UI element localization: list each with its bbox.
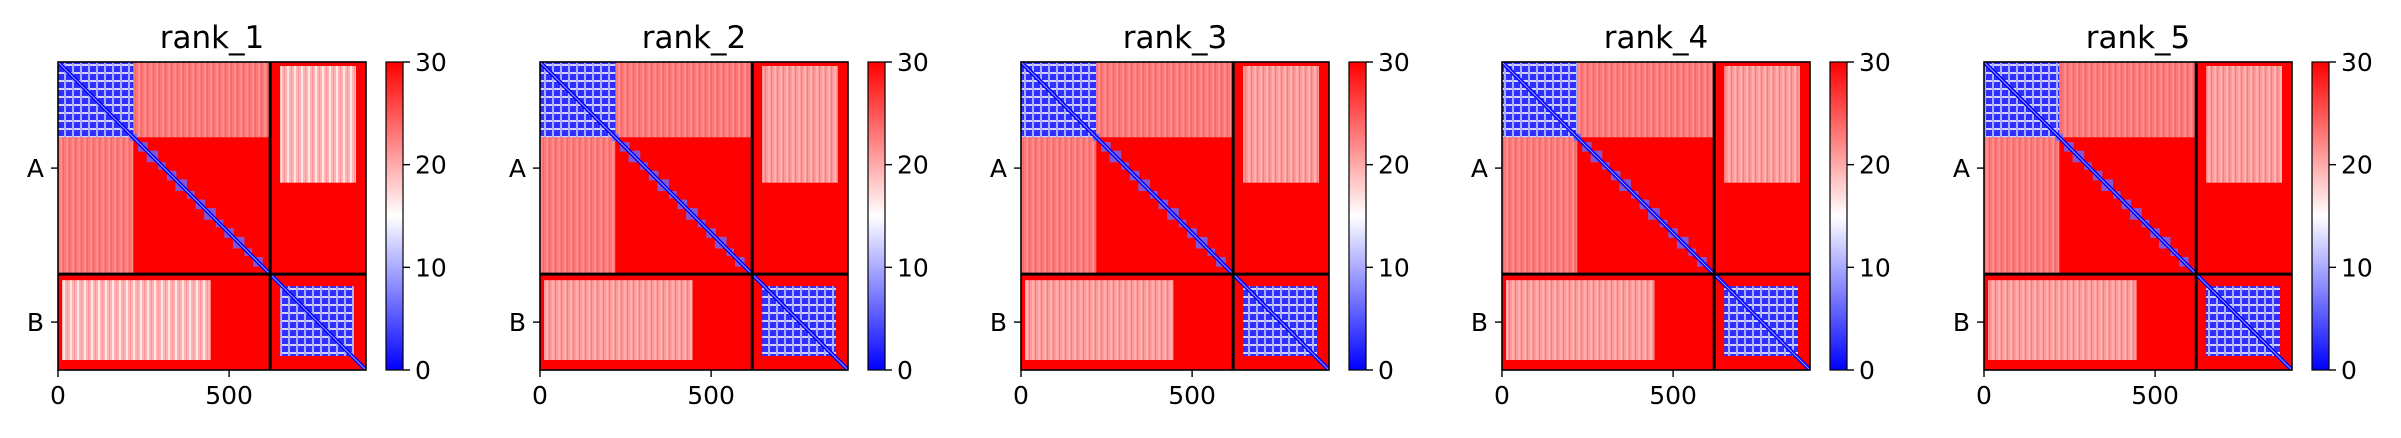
colorbar <box>385 61 404 371</box>
chart-title: rank_5 <box>2086 20 2191 56</box>
y-tick-label: B <box>1471 308 1488 337</box>
heatmap-panel-2: rank_2 0 500 A B 0 10 20 30 <box>509 20 929 410</box>
colorbar-tick-label: 30 <box>415 48 447 77</box>
colorbar-tick-label: 10 <box>1378 253 1410 282</box>
colorbar-tick-label: 0 <box>415 356 431 385</box>
y-tick-label: B <box>1953 308 1970 337</box>
chart-title: rank_3 <box>1123 20 1228 56</box>
colorbar-tick-label: 20 <box>1378 151 1410 180</box>
heatmap-region <box>615 62 753 138</box>
colorbar-tick-label: 20 <box>415 151 447 180</box>
colorbar <box>2311 61 2330 371</box>
y-tick-label: A <box>1953 154 1970 183</box>
x-tick-label: 0 <box>50 381 66 410</box>
heatmap-region <box>1577 62 1715 138</box>
colorbar <box>867 61 886 371</box>
heatmap-interchain <box>2206 66 2282 183</box>
axes-frame <box>1983 61 2293 371</box>
heatmap-diagonal <box>540 62 848 370</box>
x-tick-label: 500 <box>1168 381 1216 410</box>
x-tick-label: 0 <box>1976 381 1992 410</box>
y-tick-label: A <box>1471 154 1488 183</box>
colorbar-tick-label: 0 <box>2341 356 2357 385</box>
heatmap-diagonal <box>58 62 366 370</box>
heatmap-diagonal <box>1502 62 1810 370</box>
y-tick-label: A <box>509 154 526 183</box>
colorbar-tick-label: 20 <box>2341 151 2373 180</box>
colorbar-tick-label: 0 <box>897 356 913 385</box>
colorbar-tick-label: 20 <box>1859 151 1891 180</box>
x-tick-label: 500 <box>687 381 735 410</box>
y-tick-label: B <box>990 308 1007 337</box>
heatmap-interchain <box>1243 66 1319 183</box>
colorbar-tick-label: 10 <box>415 253 447 282</box>
colorbar-tick-label: 30 <box>2341 48 2373 77</box>
colorbar-tick-label: 30 <box>1378 48 1410 77</box>
y-tick-label: A <box>27 154 44 183</box>
colorbar <box>1829 61 1848 371</box>
heatmap-interchain <box>1025 280 1174 360</box>
colorbar-tick-label: 30 <box>1859 48 1891 77</box>
heatmap-region <box>2059 62 2197 138</box>
heatmap-interchain <box>544 280 693 360</box>
axes-frame <box>1501 61 1811 371</box>
heatmap-interchain <box>1724 66 1800 183</box>
x-tick-label: 500 <box>1649 381 1697 410</box>
heatmap-interchain <box>762 66 838 183</box>
heatmap-interchain <box>280 66 356 183</box>
heatmap-diagonal <box>1984 62 2292 370</box>
heatmap-region <box>1096 62 1234 138</box>
heatmap-region <box>133 62 271 138</box>
heatmap-region <box>1021 137 1097 275</box>
y-tick-label: B <box>27 308 44 337</box>
x-tick-label: 500 <box>205 381 253 410</box>
heatmap-interchain <box>62 280 211 360</box>
heatmap-panel-1: rank_1 0 500 A B 0 10 20 30 <box>27 20 447 410</box>
heatmap-image <box>58 62 366 370</box>
heatmap-panel-3: rank_3 0 500 A B 0 10 20 30 <box>990 20 1410 410</box>
axes-frame <box>539 61 849 371</box>
heatmap-region <box>1984 137 2060 275</box>
colorbar-tick-label: 30 <box>897 48 929 77</box>
heatmap-region <box>58 137 134 275</box>
y-tick-label: A <box>990 154 1007 183</box>
heatmap-region <box>540 137 616 275</box>
chart-title: rank_1 <box>160 20 265 56</box>
x-tick-label: 500 <box>2131 381 2179 410</box>
heatmap-interchain <box>1506 280 1655 360</box>
heatmap-panel-5: rank_5 0 500 A B 0 10 20 30 <box>1953 20 2373 410</box>
colorbar <box>1348 61 1367 371</box>
heatmap-image <box>1984 62 2292 370</box>
chart-title: rank_2 <box>642 20 747 56</box>
y-tick-label: B <box>509 308 526 337</box>
x-tick-label: 0 <box>1494 381 1510 410</box>
heatmap-region <box>1502 137 1578 275</box>
axes-frame <box>1020 61 1330 371</box>
x-tick-label: 0 <box>532 381 548 410</box>
chart-title: rank_4 <box>1604 20 1709 56</box>
x-tick-label: 0 <box>1013 381 1029 410</box>
colorbar-tick-label: 10 <box>1859 253 1891 282</box>
heatmap-image <box>1502 62 1810 370</box>
heatmap-image <box>1021 62 1329 370</box>
colorbar-tick-label: 10 <box>2341 253 2373 282</box>
colorbar-tick-label: 0 <box>1378 356 1394 385</box>
heatmap-image <box>540 62 848 370</box>
colorbar-tick-label: 10 <box>897 253 929 282</box>
colorbar-tick-label: 0 <box>1859 356 1875 385</box>
colorbar-tick-label: 20 <box>897 151 929 180</box>
heatmap-panel-4: rank_4 0 500 A B 0 10 20 30 <box>1471 20 1891 410</box>
heatmap-interchain <box>1988 280 2137 360</box>
axes-frame <box>57 61 367 371</box>
heatmap-diagonal <box>1021 62 1329 370</box>
